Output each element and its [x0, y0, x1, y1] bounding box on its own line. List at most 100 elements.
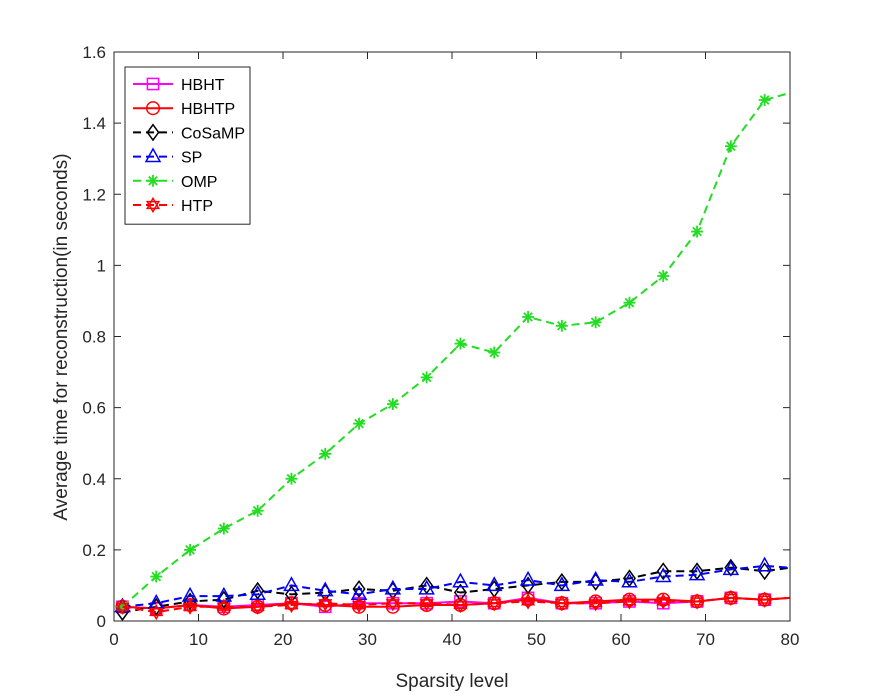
asterisk-marker	[522, 310, 534, 323]
diamond-marker	[251, 581, 265, 600]
asterisk-marker	[386, 398, 399, 411]
asterisk-marker	[285, 472, 298, 485]
asterisk-marker	[184, 543, 196, 556]
asterisk-marker	[758, 94, 771, 106]
y-tick-label: 0.8	[82, 328, 106, 347]
hexagram-marker	[385, 595, 400, 612]
asterisk-marker	[150, 570, 163, 583]
asterisk-marker	[691, 225, 703, 238]
series-line	[122, 564, 791, 608]
hexagram-marker	[250, 598, 265, 615]
x-tick-label: 10	[189, 630, 208, 649]
hexagram-marker	[554, 595, 569, 612]
legend-entry-hbht: HBHT	[133, 77, 225, 94]
x-tick-label: 0	[109, 630, 118, 649]
series-omp	[116, 91, 791, 613]
series-line	[122, 566, 791, 614]
series-htp	[115, 589, 791, 621]
triangle-marker	[587, 570, 604, 586]
asterisk-marker	[251, 504, 264, 517]
hexagram-marker	[149, 603, 164, 621]
asterisk-marker	[589, 316, 602, 329]
triangle-marker	[756, 556, 773, 572]
y-tick-label: 1.4	[82, 114, 106, 133]
diamond-marker	[724, 558, 738, 577]
triangle-marker	[722, 560, 740, 576]
asterisk-marker	[657, 270, 670, 282]
triangle-marker	[418, 579, 435, 595]
hexagram-marker	[182, 598, 198, 615]
circle-marker	[145, 101, 161, 116]
hexagram-marker	[487, 595, 502, 612]
diamond-marker	[555, 572, 569, 591]
y-tick-label: 0.6	[82, 399, 106, 418]
hexagram-marker	[656, 593, 671, 610]
x-tick-label: 50	[527, 630, 546, 649]
asterisk-marker	[488, 346, 501, 359]
legend-box	[124, 66, 251, 225]
triangle-marker	[283, 576, 300, 592]
x-tick-label: 60	[612, 630, 631, 649]
triangle-marker	[654, 567, 672, 583]
hexagram-marker	[419, 595, 434, 612]
legend-entry-htp: HTP	[133, 196, 213, 215]
diamond-marker	[453, 583, 467, 602]
x-tick-label: 80	[781, 630, 800, 649]
hexagram-marker	[723, 589, 738, 607]
asterisk-marker	[319, 447, 332, 460]
legend-label: CoSaMP	[181, 125, 245, 142]
legend-entry-sp: SP	[133, 147, 202, 167]
legend-label: OMP	[181, 174, 217, 191]
square-marker	[146, 77, 160, 91]
triangle-marker	[452, 572, 469, 588]
hexagram-marker	[216, 598, 231, 615]
hexagram-marker	[145, 196, 161, 214]
triangle-marker	[384, 579, 402, 595]
hexagram-marker	[622, 593, 637, 610]
diamond-marker	[656, 562, 670, 581]
y-axis-label: Average time for reconstruction(in secon…	[51, 153, 72, 520]
triangle-marker	[553, 576, 571, 592]
legend-label: HBHT	[181, 77, 225, 94]
x-tick-label: 40	[443, 630, 462, 649]
asterisk-marker	[555, 319, 568, 332]
asterisk-marker	[353, 417, 365, 430]
triangle-marker	[144, 147, 162, 163]
diamond-marker	[146, 123, 160, 142]
hexagram-marker	[689, 593, 705, 610]
x-tick-label: 70	[696, 630, 715, 649]
hexagram-marker	[588, 595, 603, 612]
legend-label: HBHTP	[181, 101, 235, 118]
series-line	[122, 596, 791, 614]
hexagram-marker	[520, 593, 536, 610]
x-tick-label: 30	[358, 630, 377, 649]
diamond-marker	[420, 576, 434, 595]
diamond-marker	[521, 576, 535, 595]
y-tick-label: 0.2	[82, 541, 106, 560]
asterisk-marker	[420, 371, 433, 384]
hexagram-marker	[318, 595, 333, 612]
legend-entry-cosamp: CoSaMP	[133, 123, 245, 142]
diamond-marker	[183, 592, 197, 611]
hexagram-marker	[757, 591, 772, 608]
legend-entry-hbhtp: HBHTP	[133, 101, 235, 118]
x-axis-label: Sparsity level	[396, 671, 509, 692]
hexagram-marker	[351, 596, 367, 614]
legend-entry-omp: OMP	[133, 174, 217, 191]
legend-label: HTP	[181, 198, 213, 215]
y-tick-label: 1.2	[82, 185, 106, 204]
hexagram-marker	[284, 596, 299, 614]
triangle-marker	[485, 576, 503, 592]
y-tick-label: 1.6	[82, 43, 106, 62]
diamond-marker	[690, 562, 704, 581]
y-tick-label: 0.4	[82, 470, 106, 489]
triangle-marker	[519, 570, 537, 586]
x-tick-label: 20	[274, 630, 293, 649]
y-tick-label: 1	[97, 256, 106, 275]
asterisk-marker	[454, 337, 467, 350]
diamond-marker	[352, 580, 366, 598]
hexagram-marker	[453, 596, 468, 614]
triangle-marker	[688, 565, 706, 581]
hexagram-marker	[115, 598, 130, 615]
